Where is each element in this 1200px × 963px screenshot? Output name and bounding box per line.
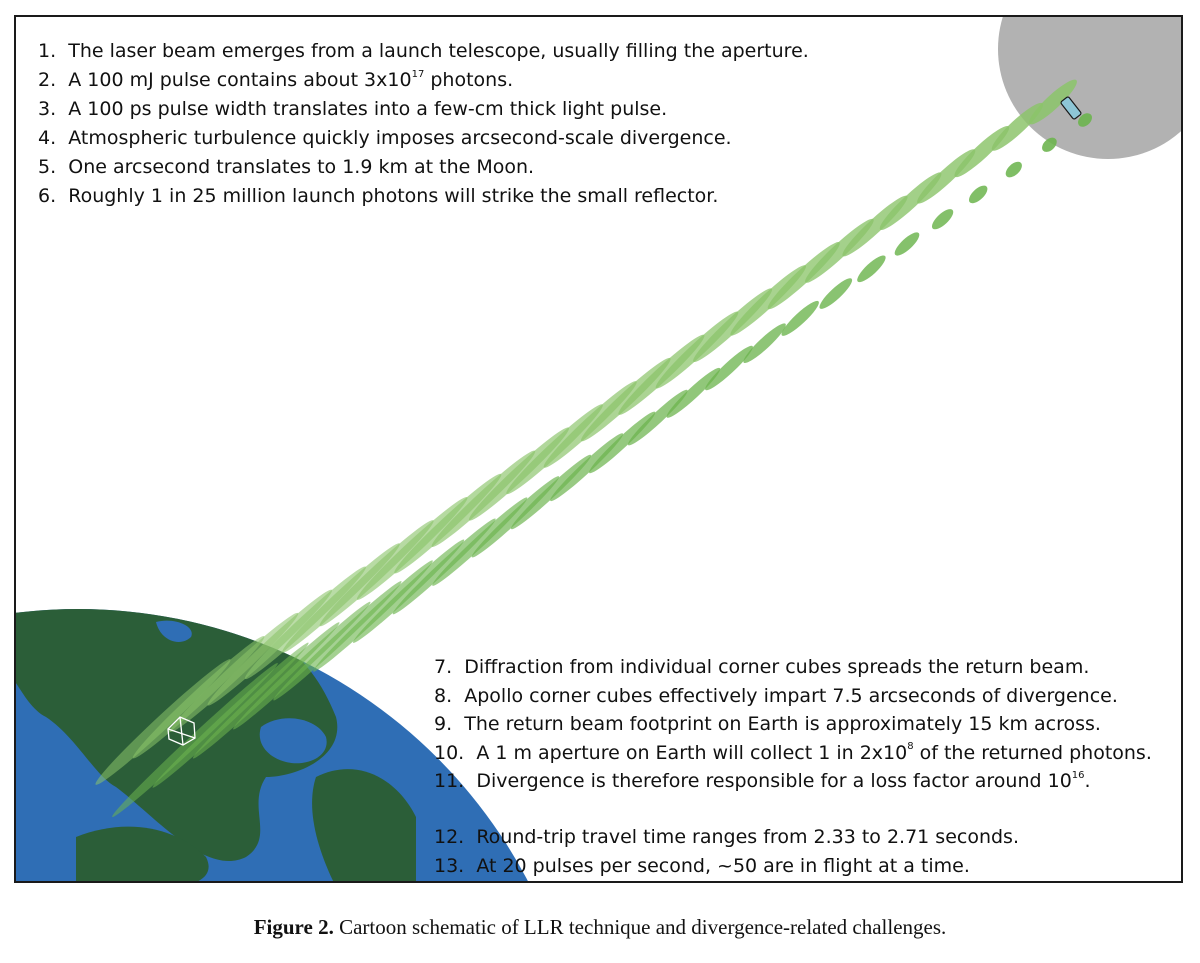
figure-frame: 1. The laser beam emerges from a launch … bbox=[14, 15, 1183, 883]
outgoing-pulse bbox=[917, 149, 976, 204]
note-item: 6. Roughly 1 in 25 million launch photon… bbox=[38, 182, 809, 211]
note-text: A 100 ps pulse width translates into a f… bbox=[68, 98, 668, 120]
return-pulse bbox=[192, 622, 340, 759]
note-text: The laser beam emerges from a launch tel… bbox=[68, 40, 809, 62]
telescope-icon bbox=[167, 716, 196, 746]
figure-caption: Figure 2. Cartoon schematic of LLR techn… bbox=[0, 915, 1200, 940]
note-text: At 20 pulses per second, ~50 are in flig… bbox=[476, 854, 970, 877]
note-text: Roughly 1 in 25 million launch photons w… bbox=[68, 185, 719, 207]
moon bbox=[998, 17, 1181, 159]
outgoing-pulse bbox=[991, 102, 1044, 151]
note-item: 3. A 100 ps pulse width translates into … bbox=[38, 95, 809, 124]
note-item: 7. Diffraction from individual corner cu… bbox=[434, 653, 1152, 682]
note-text: A 100 mJ pulse contains about 3x10 bbox=[68, 69, 412, 91]
notes-bottom-list: 7. Diffraction from individual corner cu… bbox=[434, 653, 1152, 796]
outgoing-pulse bbox=[1029, 79, 1077, 125]
outgoing-pulse bbox=[954, 126, 1010, 178]
note-text: Round-trip travel time ranges from 2.33 … bbox=[476, 826, 1019, 848]
return-pulse bbox=[627, 389, 688, 446]
note-number: 7. bbox=[434, 656, 453, 678]
return-pulse bbox=[666, 367, 721, 418]
note-exponent: 8 bbox=[907, 741, 914, 753]
note-text-tail: photons. bbox=[424, 69, 514, 91]
note-number: 6. bbox=[38, 185, 57, 207]
note-item: 2. A 100 mJ pulse contains about 3x1017 … bbox=[38, 66, 809, 95]
note-item: 8. Apollo corner cubes effectively impar… bbox=[434, 682, 1152, 711]
earth-landmass-2 bbox=[76, 826, 209, 881]
note-text: Apollo corner cubes effectively impart 7… bbox=[464, 684, 1118, 707]
return-pulse bbox=[432, 497, 528, 586]
note-exponent: 16 bbox=[1071, 770, 1085, 782]
retroreflector-icon bbox=[1060, 96, 1082, 120]
note-number: 10. bbox=[434, 741, 465, 764]
note-text-tail: . bbox=[1084, 770, 1091, 793]
return-pulse bbox=[1005, 161, 1022, 178]
earth-lake-2 bbox=[156, 620, 192, 642]
note-text: Atmospheric turbulence quickly imposes a… bbox=[68, 127, 732, 149]
return-pulse bbox=[510, 454, 592, 530]
return-pulse bbox=[894, 232, 920, 256]
note-item: 4. Atmospheric turbulence quickly impose… bbox=[38, 124, 809, 153]
note-number: 5. bbox=[38, 156, 57, 178]
return-pulse bbox=[353, 539, 465, 643]
note-text: A 1 m aperture on Earth will collect 1 i… bbox=[476, 741, 908, 764]
return-pulse bbox=[589, 411, 656, 474]
return-pulse bbox=[313, 560, 433, 672]
note-exponent: 17 bbox=[411, 68, 425, 80]
note-number: 13. bbox=[434, 854, 465, 877]
note-number: 2. bbox=[38, 69, 57, 91]
caption-label: Figure 2. bbox=[253, 915, 334, 939]
return-pulse bbox=[1042, 137, 1057, 152]
note-number: 3. bbox=[38, 98, 57, 120]
return-pulse bbox=[233, 601, 371, 730]
return-pulse bbox=[819, 278, 853, 309]
return-pulse bbox=[1078, 113, 1092, 127]
return-pulse bbox=[781, 300, 819, 336]
earth-landmass-3 bbox=[312, 769, 416, 881]
return-pulse bbox=[152, 642, 309, 788]
caption-text: Cartoon schematic of LLR technique and d… bbox=[333, 915, 947, 939]
note-number: 8. bbox=[434, 684, 453, 707]
return-pulse bbox=[705, 345, 753, 391]
note-number: 12. bbox=[434, 826, 465, 848]
laser-pulses bbox=[95, 79, 1092, 818]
return-pulse bbox=[392, 518, 496, 615]
note-item: 11. Divergence is therefore responsible … bbox=[434, 767, 1152, 796]
outgoing-pulse bbox=[879, 172, 942, 230]
note-item: 10. A 1 m aperture on Earth will collect… bbox=[434, 739, 1152, 768]
note-item: 5. One arcsecond translates to 1.9 km at… bbox=[38, 153, 809, 182]
diagram-art bbox=[16, 17, 1181, 881]
return-pulse bbox=[968, 185, 988, 204]
note-text: The return beam footprint on Earth is ap… bbox=[464, 713, 1101, 736]
return-pulse bbox=[743, 323, 786, 364]
note-number: 1. bbox=[38, 40, 57, 62]
notes-top-list: 1. The laser beam emerges from a launch … bbox=[38, 37, 809, 211]
return-pulse bbox=[273, 581, 402, 701]
note-item: 13. At 20 pulses per second, ~50 are in … bbox=[434, 852, 1019, 881]
note-text: One arcsecond translates to 1.9 km at th… bbox=[68, 156, 535, 178]
note-text: Diffraction from individual corner cubes… bbox=[464, 656, 1090, 678]
return-pulse bbox=[857, 255, 886, 283]
note-number: 11. bbox=[434, 770, 465, 793]
note-number: 4. bbox=[38, 127, 57, 149]
note-text-tail: of the returned photons. bbox=[913, 741, 1152, 764]
outgoing-pulse bbox=[842, 195, 908, 257]
note-item: 1. The laser beam emerges from a launch … bbox=[38, 37, 809, 66]
note-text: Divergence is therefore responsible for … bbox=[476, 770, 1072, 793]
earth-lake bbox=[259, 718, 327, 764]
return-pulse bbox=[931, 209, 954, 230]
note-number: 9. bbox=[434, 713, 453, 736]
return-pulse bbox=[112, 662, 278, 818]
return-pulse bbox=[550, 433, 624, 502]
notes-extra-list: 12. Round-trip travel time ranges from 2… bbox=[434, 823, 1019, 880]
return-pulse bbox=[471, 476, 560, 558]
note-item: 12. Round-trip travel time ranges from 2… bbox=[434, 823, 1019, 852]
note-item: 9. The return beam footprint on Earth is… bbox=[434, 710, 1152, 739]
